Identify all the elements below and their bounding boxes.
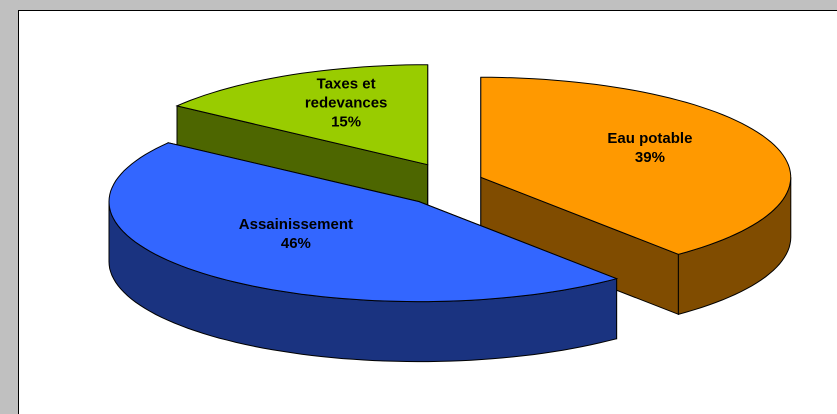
category-label: Taxes et redevances <box>304 75 388 112</box>
slice-label: Taxes et redevances 15% <box>284 75 408 132</box>
category-label: Eau potable <box>607 129 693 147</box>
value-label: 15% <box>331 113 362 131</box>
value-label: 39% <box>634 148 665 166</box>
slice-label: Assainissement 46% <box>234 215 358 253</box>
pie-slice <box>175 64 429 166</box>
category-label: Assainissement <box>238 215 353 233</box>
pie-slice <box>480 76 792 255</box>
slice-label: Eau potable 39% <box>588 129 712 167</box>
pie-slice <box>108 142 619 303</box>
value-label: 46% <box>280 234 311 252</box>
